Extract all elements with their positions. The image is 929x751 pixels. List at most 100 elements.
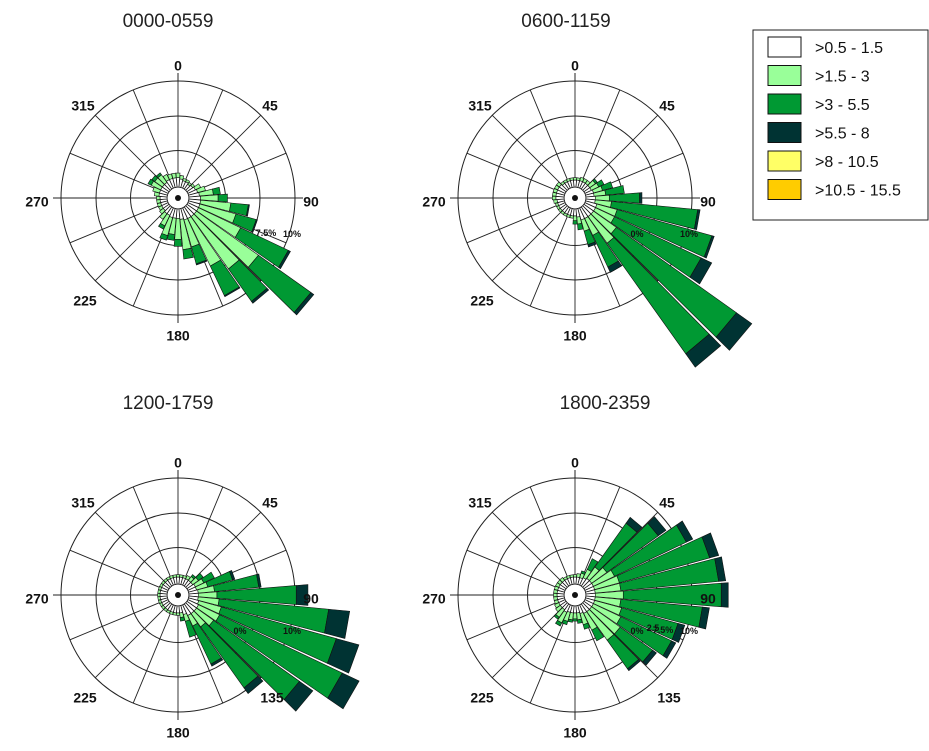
petal	[180, 207, 208, 266]
legend-label: >10.5 - 15.5	[815, 183, 901, 200]
petal-segment	[159, 211, 168, 220]
petal-segment	[554, 602, 561, 609]
wind-rose-panel: 0600-1159 0 45 90 180 225 270 315 0% 10%	[422, 11, 753, 368]
rose-center	[175, 592, 181, 598]
petal	[579, 178, 588, 190]
rose-spoke	[69, 549, 169, 592]
petal	[585, 595, 710, 630]
petal	[583, 202, 713, 285]
legend-swatch	[767, 179, 802, 200]
direction-label: 270	[422, 591, 446, 607]
petal-segment	[246, 204, 250, 217]
petal	[554, 200, 566, 207]
petal-segment	[671, 623, 686, 643]
petal-segment	[693, 209, 701, 231]
direction-label: 45	[262, 495, 278, 511]
direction-label: 180	[563, 328, 587, 344]
petal	[572, 605, 578, 622]
petal-segment	[162, 173, 170, 182]
petal	[188, 198, 250, 217]
petal	[553, 595, 565, 601]
petal	[183, 205, 270, 304]
petal	[583, 179, 605, 194]
rose-spoke	[578, 89, 621, 189]
rose-spoke	[578, 486, 621, 586]
ring-percent-label: 7.5%	[653, 625, 674, 635]
petal	[182, 206, 241, 298]
petal-segment	[585, 180, 591, 186]
wind-rose-panel: 1800-2359 0 45 90 135 180 225 270 315 0% 2.57.5% 10…	[422, 393, 729, 741]
petal-segment	[573, 574, 577, 578]
rose-spoke	[69, 598, 169, 641]
direction-label: 225	[73, 293, 97, 309]
petal	[178, 605, 185, 622]
petal-segment	[293, 292, 315, 316]
petal	[180, 604, 197, 638]
petal	[152, 186, 169, 196]
petal-segment	[251, 219, 258, 233]
rose-spoke	[466, 549, 566, 592]
rose-spoke	[181, 486, 224, 586]
petal-segment	[176, 612, 180, 616]
petal	[186, 599, 360, 710]
petal	[183, 602, 264, 695]
rose-spoke	[132, 604, 175, 704]
rose-spoke	[466, 152, 566, 195]
petal-segment	[251, 287, 270, 304]
petal-segment	[324, 608, 351, 639]
petal-segment	[572, 215, 578, 221]
petal	[579, 558, 599, 587]
petal-segment	[190, 574, 197, 580]
petal	[561, 604, 573, 626]
rose-spoke	[94, 511, 171, 588]
legend: >0.5 - 1.5 >1.5 - 3 >3 - 5.5 >5.5 - 8 >8 - 1…	[752, 29, 929, 221]
petal	[582, 600, 657, 666]
petal	[575, 605, 583, 624]
petal	[552, 195, 565, 201]
petal-segment	[256, 573, 262, 588]
petal	[178, 208, 194, 260]
petal	[187, 597, 360, 674]
petal	[175, 172, 181, 188]
petal-segment	[555, 605, 563, 613]
direction-label: 90	[303, 194, 319, 210]
ring-percent-label: 10%	[283, 626, 301, 636]
direction-label: 315	[468, 495, 492, 511]
rose-spoke	[466, 598, 566, 641]
petal-segment	[184, 619, 197, 638]
petal-segment	[714, 556, 727, 582]
petal	[553, 198, 565, 204]
rose-center	[572, 592, 578, 598]
petal-segment	[327, 672, 360, 710]
petal-segment	[600, 181, 614, 191]
legend-label: >8 - 10.5	[815, 154, 879, 171]
wind-rose-panel: 0000-0559 0 45 90 180 225 270 315 7.5% 10%	[25, 11, 319, 344]
rose-spoke	[94, 602, 171, 679]
petal	[585, 185, 625, 198]
petal-segment	[625, 516, 643, 533]
direction-label: 90	[303, 591, 319, 607]
legend-swatch	[767, 93, 802, 115]
petal-segment	[567, 618, 573, 623]
petal-segment	[553, 596, 558, 601]
rose-spoke	[181, 89, 224, 189]
petal-segment	[703, 235, 715, 259]
direction-label: 0	[571, 455, 579, 471]
legend-swatch	[767, 65, 802, 86]
petal-segment	[179, 175, 185, 180]
petal-segment	[210, 657, 224, 667]
legend-item: >10.5 - 15.5	[767, 179, 901, 200]
petal-segment	[587, 241, 597, 248]
petal-segment	[153, 191, 160, 197]
direction-label: 90	[700, 194, 716, 210]
petal	[580, 180, 591, 191]
petal	[188, 193, 228, 203]
petal	[577, 604, 591, 630]
petal	[569, 574, 575, 585]
ring-percent-label: 10%	[680, 229, 698, 239]
petal	[187, 200, 258, 233]
wind-rose-panel: 1200-1759 0 45 90 135 180 225 270 315 0% 10%	[25, 393, 360, 741]
petal-segment	[193, 183, 202, 191]
petal	[188, 595, 351, 639]
